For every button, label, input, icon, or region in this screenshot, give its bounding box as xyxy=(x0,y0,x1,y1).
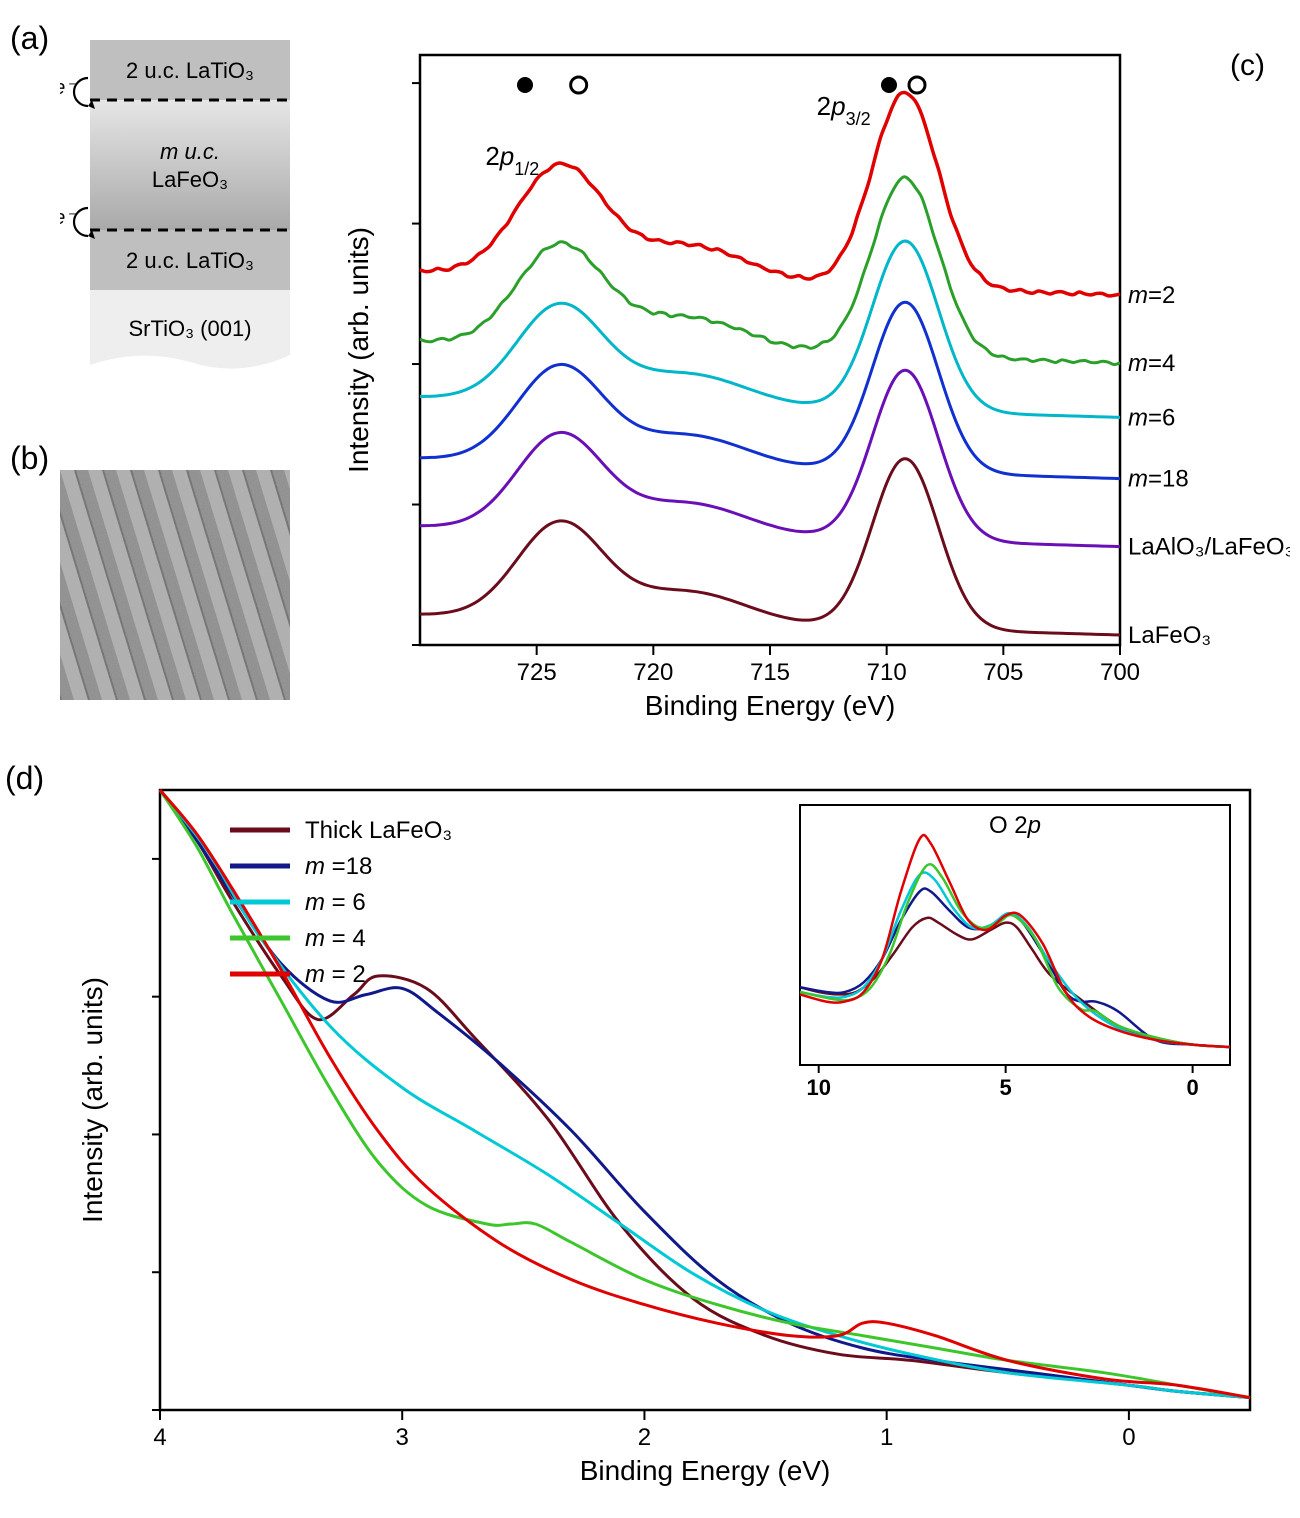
panel-b-label: (b) xyxy=(10,440,49,477)
svg-text:LaAlO₃/LaFeO₃: LaAlO₃/LaFeO₃ xyxy=(1128,534,1290,561)
svg-text:m=2: m=2 xyxy=(1128,282,1175,309)
svg-text:2 u.c. LaTiO₃: 2 u.c. LaTiO₃ xyxy=(126,58,254,83)
svg-text:715: 715 xyxy=(750,659,790,686)
svg-text:(c): (c) xyxy=(1230,49,1265,82)
svg-text:LaFeO₃: LaFeO₃ xyxy=(152,167,228,192)
svg-text:720: 720 xyxy=(633,659,673,686)
svg-text:Binding Energy (eV): Binding Energy (eV) xyxy=(580,1455,831,1486)
svg-text:5: 5 xyxy=(1000,1075,1012,1100)
svg-text:m = 2: m = 2 xyxy=(305,961,366,988)
svg-text:m u.c.: m u.c. xyxy=(160,139,220,164)
panel-a-schematic: 2 u.c. LaTiO₃ m u.c. LaFeO₃ 2 u.c. LaTiO₃ Sr… xyxy=(60,20,320,420)
svg-text:2p3/2: 2p3/2 xyxy=(817,91,871,129)
svg-text:m =18: m =18 xyxy=(305,853,372,880)
svg-text:2p1/2: 2p1/2 xyxy=(485,141,539,179)
svg-text:3: 3 xyxy=(396,1424,409,1451)
svg-text:0: 0 xyxy=(1186,1075,1198,1100)
svg-text:Thick LaFeO₃: Thick LaFeO₃ xyxy=(305,817,452,844)
svg-text:2 u.c. LaTiO₃: 2 u.c. LaTiO₃ xyxy=(126,248,254,273)
panel-c-chart: 700 705 710 715 720 725 Binding Energy (eV) Int… xyxy=(340,15,1290,735)
svg-text:Intensity (arb. units): Intensity (arb. units) xyxy=(343,227,374,473)
svg-text:O 2p: O 2p xyxy=(989,812,1041,839)
svg-text:705: 705 xyxy=(983,659,1023,686)
svg-text:10: 10 xyxy=(806,1075,830,1100)
svg-text:700: 700 xyxy=(1100,659,1140,686)
svg-text:m = 6: m = 6 xyxy=(305,889,366,916)
svg-text:725: 725 xyxy=(517,659,557,686)
panel-b-image xyxy=(60,470,290,700)
panel-a-label: (a) xyxy=(10,20,49,57)
svg-text:4: 4 xyxy=(153,1424,166,1451)
svg-text:LaFeO₃: LaFeO₃ xyxy=(1128,622,1211,649)
panel-d-chart: 0 1 2 3 4 Binding Energy (eV) Intensity (arb. … xyxy=(70,770,1280,1500)
svg-text:m=18: m=18 xyxy=(1128,466,1189,493)
panel-d-label: (d) xyxy=(5,760,44,797)
svg-text:710: 710 xyxy=(867,659,907,686)
svg-text:Intensity (arb. units): Intensity (arb. units) xyxy=(77,977,108,1223)
svg-text:1: 1 xyxy=(880,1424,893,1451)
svg-text:0: 0 xyxy=(1122,1424,1135,1451)
svg-text:2: 2 xyxy=(638,1424,651,1451)
svg-text:SrTiO₃ (001): SrTiO₃ (001) xyxy=(128,316,251,341)
svg-text:Binding Energy (eV): Binding Energy (eV) xyxy=(645,690,896,721)
svg-text:m=6: m=6 xyxy=(1128,404,1175,431)
svg-text:m = 4: m = 4 xyxy=(305,925,366,952)
svg-text:m=4: m=4 xyxy=(1128,350,1175,377)
